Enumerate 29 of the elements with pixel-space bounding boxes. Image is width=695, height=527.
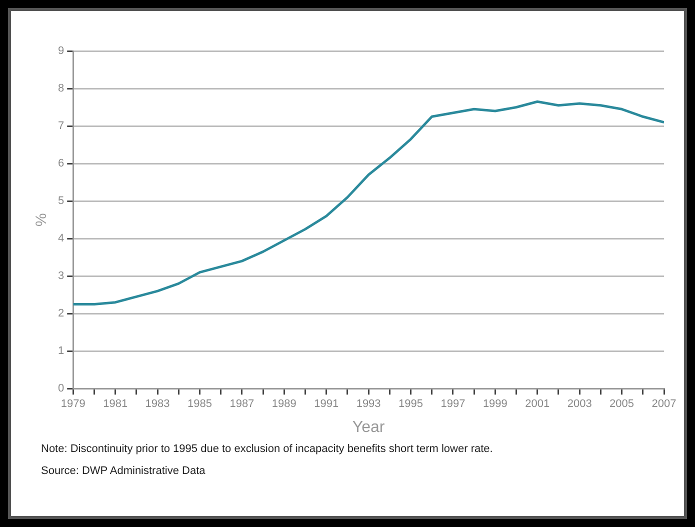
y-tick-label: 4 [58, 232, 64, 245]
y-tick-label: 0 [58, 382, 64, 395]
x-tick-label: 1979 [60, 398, 86, 410]
y-tick-label: 5 [58, 195, 64, 208]
x-tick-label: 1991 [314, 398, 339, 410]
y-tick-label: 6 [58, 158, 64, 170]
x-tick-label: 1997 [440, 398, 466, 410]
x-tick-label: 2007 [652, 398, 676, 410]
text: Note: Discontinuity prior to 1995 due to exclusion of incapacity benefits short term lower rate. [41, 443, 493, 455]
x-tick-label: 1989 [272, 398, 296, 410]
x-tick-label: 1983 [145, 398, 170, 410]
x-tick-label: 2005 [610, 398, 634, 410]
x-axis-title: Year [352, 418, 386, 436]
x-tick-label: 2001 [525, 398, 550, 410]
y-tick-label: 7 [58, 120, 64, 132]
y-tick-label: 3 [58, 270, 64, 282]
x-tick-label: 1999 [482, 398, 508, 410]
source-note: Source: DWP Administrative Data [41, 465, 206, 477]
y-tick-label: 8 [58, 82, 64, 95]
x-tick-label: 1995 [398, 398, 424, 410]
x-tick-label: 1985 [187, 398, 212, 410]
x-tick-label: 2003 [567, 398, 592, 410]
y-tick-label: 9 [58, 45, 64, 58]
y-axis-title: % [33, 213, 50, 226]
x-tick-label: 1987 [230, 398, 254, 410]
x-tick-label: 1981 [103, 398, 128, 410]
y-tick-label: 1 [58, 345, 64, 358]
x-tick-label: 1993 [356, 398, 381, 410]
y-tick-label: 2 [58, 308, 64, 320]
